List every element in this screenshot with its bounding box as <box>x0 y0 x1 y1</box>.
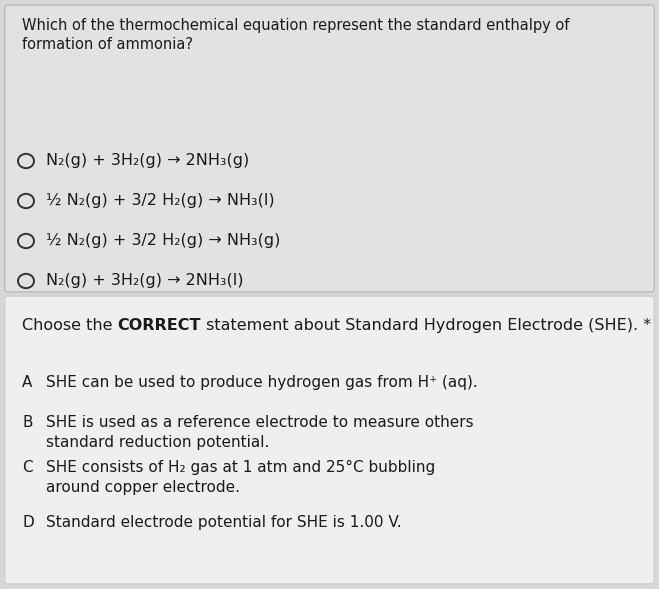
Text: CORRECT: CORRECT <box>117 318 201 333</box>
Text: Choose the: Choose the <box>22 318 117 333</box>
Text: SHE can be used to produce hydrogen gas from H⁺ (aq).: SHE can be used to produce hydrogen gas … <box>46 375 478 390</box>
Text: D: D <box>22 515 34 530</box>
FancyBboxPatch shape <box>5 5 654 292</box>
Text: SHE is used as a reference electrode to measure others
standard reduction potent: SHE is used as a reference electrode to … <box>46 415 474 450</box>
Text: N₂(g) + 3H₂(g) → 2NH₃(l): N₂(g) + 3H₂(g) → 2NH₃(l) <box>46 273 243 289</box>
Text: C: C <box>22 460 33 475</box>
Text: SHE consists of H₂ gas at 1 atm and 25°C bubbling
around copper electrode.: SHE consists of H₂ gas at 1 atm and 25°C… <box>46 460 435 495</box>
Text: Which of the thermochemical equation represent the standard enthalpy of
formatio: Which of the thermochemical equation rep… <box>22 18 569 52</box>
Text: ½ N₂(g) + 3/2 H₂(g) → NH₃(g): ½ N₂(g) + 3/2 H₂(g) → NH₃(g) <box>46 233 280 249</box>
Text: B: B <box>22 415 32 430</box>
FancyBboxPatch shape <box>5 296 654 584</box>
Text: statement about Standard Hydrogen Electrode (SHE). *: statement about Standard Hydrogen Electr… <box>201 318 651 333</box>
Text: N₂(g) + 3H₂(g) → 2NH₃(g): N₂(g) + 3H₂(g) → 2NH₃(g) <box>46 154 249 168</box>
Text: ½ N₂(g) + 3/2 H₂(g) → NH₃(l): ½ N₂(g) + 3/2 H₂(g) → NH₃(l) <box>46 194 275 209</box>
Text: Standard electrode potential for SHE is 1.00 V.: Standard electrode potential for SHE is … <box>46 515 401 530</box>
Text: A: A <box>22 375 32 390</box>
